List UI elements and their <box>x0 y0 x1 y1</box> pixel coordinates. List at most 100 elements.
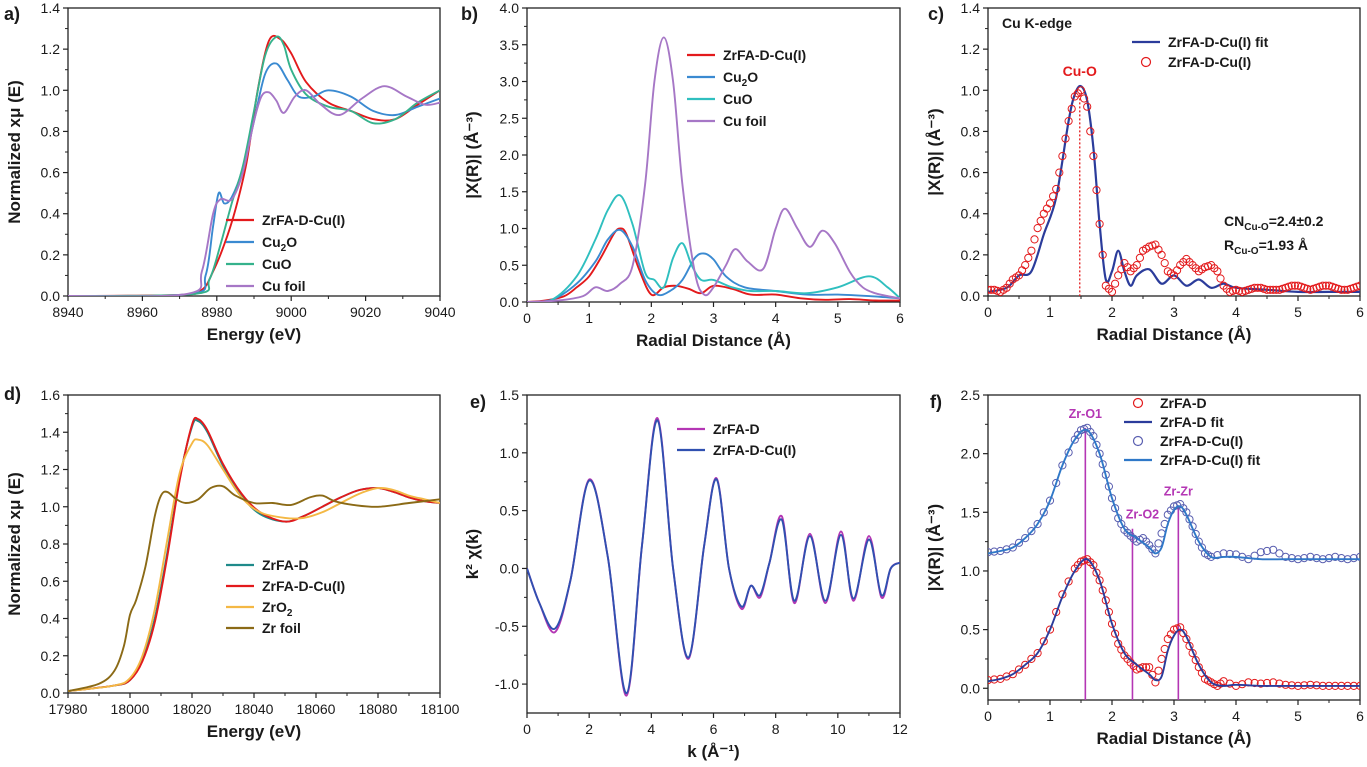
bond-label: Zr-O1 <box>1069 407 1102 421</box>
data-point <box>1027 246 1036 255</box>
chart-panel-d: 17980 18000 18020 18040 18060 18080 18100 0.0 0.… <box>4 384 460 741</box>
series-line <box>988 428 1360 561</box>
y-tick-label: 1.2 <box>961 41 981 57</box>
data-layer <box>68 416 440 693</box>
data-point <box>1008 543 1017 552</box>
data-point <box>1281 552 1290 562</box>
x-tick-label: 2 <box>1108 304 1116 320</box>
legend-label: ZrFA-D-Cu(I) <box>1160 433 1243 449</box>
bond-label: Zr-O2 <box>1126 508 1159 522</box>
data-point <box>1052 478 1061 488</box>
data-point <box>1055 168 1064 177</box>
y-tick-label: 3.5 <box>500 37 520 53</box>
y-tick-label: 0.5 <box>500 503 520 519</box>
data-point <box>1092 440 1101 449</box>
data-point <box>1092 568 1101 577</box>
legend-label: ZrFA-D-Cu(I) <box>723 47 806 63</box>
x-tick-label: 8940 <box>52 304 83 320</box>
legend-label: Cu foil <box>262 278 306 294</box>
data-point <box>1337 554 1346 563</box>
data-point <box>1076 86 1086 95</box>
bond-label: Zr-Zr <box>1164 484 1193 498</box>
data-point <box>1160 259 1169 268</box>
data-point <box>1014 538 1024 547</box>
data-point <box>1033 224 1042 233</box>
y-tick-label: 0.0 <box>41 288 61 304</box>
x-tick-label: 18040 <box>235 701 274 717</box>
data-point <box>1157 654 1166 664</box>
x-tick-label: 0 <box>523 310 531 326</box>
y-tick-label: 0.0 <box>961 680 981 696</box>
data-point <box>988 285 996 294</box>
y-tick-label: 0.6 <box>41 165 61 181</box>
y-tick-label: 0.5 <box>500 257 520 273</box>
x-tick-label: 3 <box>1170 304 1178 320</box>
y-tick-label: 0.6 <box>41 573 61 589</box>
y-tick-label: 4.0 <box>500 0 520 16</box>
panel-label: d) <box>4 384 21 404</box>
chart-panel-b: 0 1 2 3 4 5 6 0.0 0.5 1.0 1.5 2.0 2.5 3.0 3.5 4.0 Radial… <box>461 0 904 350</box>
data-point <box>1064 577 1073 586</box>
x-tick-label: 18000 <box>111 701 150 717</box>
data-point <box>1213 267 1222 276</box>
panel-title: Cu K-edge <box>1002 15 1072 31</box>
y-tick-label: 1.0 <box>961 82 981 98</box>
y-axis-label: Normalized xμ (E) <box>5 472 24 616</box>
legend-label: ZrFA-D <box>1160 395 1207 411</box>
chart-panel-f: 0 1 2 3 4 5 6 0.0 0.5 1.0 1.5 2.0 2.5 Radial Distance… <box>925 387 1364 748</box>
x-tick-label: 4 <box>772 310 780 326</box>
y-tick-label: 0.4 <box>41 611 61 627</box>
panel-label: f) <box>930 392 942 412</box>
y-tick-label: 1.4 <box>961 0 981 16</box>
y-tick-label: 2.5 <box>500 110 520 126</box>
x-tick-label: 2 <box>585 721 593 737</box>
panel-label: c) <box>928 4 944 24</box>
data-layer <box>68 34 440 296</box>
data-point <box>1269 545 1278 554</box>
series-line <box>527 419 900 695</box>
x-tick-label: 9000 <box>276 304 307 320</box>
series-markers <box>988 86 1360 296</box>
data-point <box>1262 546 1272 556</box>
data-point <box>1107 619 1117 628</box>
data-layer <box>988 84 1360 296</box>
x-tick-label: 1 <box>1046 708 1054 724</box>
legend-label: CuO <box>262 256 292 272</box>
x-tick-label: 18080 <box>359 701 398 717</box>
x-tick-label: 10 <box>830 721 846 737</box>
y-tick-label: 1.5 <box>500 184 520 200</box>
data-point <box>1095 219 1104 229</box>
y-tick-label: 1.4 <box>41 424 61 440</box>
series-line <box>68 35 440 296</box>
data-point <box>1107 287 1117 296</box>
x-tick-label: 8960 <box>127 304 158 320</box>
legend-label: ZrFA-D-Cu(I) <box>262 212 345 228</box>
y-tick-label: 0.0 <box>41 685 61 701</box>
x-tick-label: 0 <box>984 304 992 320</box>
data-point <box>1337 285 1346 294</box>
series-line <box>68 418 440 693</box>
data-point <box>1098 250 1107 259</box>
data-point <box>1008 670 1017 679</box>
data-point <box>1092 186 1101 195</box>
data-point <box>1039 508 1048 517</box>
y-tick-label: 0.8 <box>961 123 981 139</box>
legend-marker <box>1132 435 1144 447</box>
legend-marker <box>1132 397 1144 409</box>
y-tick-label: 1.0 <box>961 563 981 579</box>
legend-label: ZrFA-D <box>262 557 309 573</box>
data-point <box>1287 281 1296 290</box>
data-point <box>1083 102 1092 111</box>
x-tick-label: 4 <box>1232 708 1240 724</box>
x-tick-label: 2 <box>647 310 655 326</box>
x-tick-label: 17980 <box>49 701 88 717</box>
data-point <box>1067 104 1076 113</box>
y-tick-label: 2.5 <box>961 387 981 403</box>
y-axis-label: |X(R)| (Å⁻³) <box>925 108 944 195</box>
series-line <box>527 417 900 697</box>
x-tick-label: 3 <box>710 310 718 326</box>
data-point <box>1095 576 1104 585</box>
series-line <box>988 558 1360 687</box>
x-tick-label: 18100 <box>421 701 460 717</box>
